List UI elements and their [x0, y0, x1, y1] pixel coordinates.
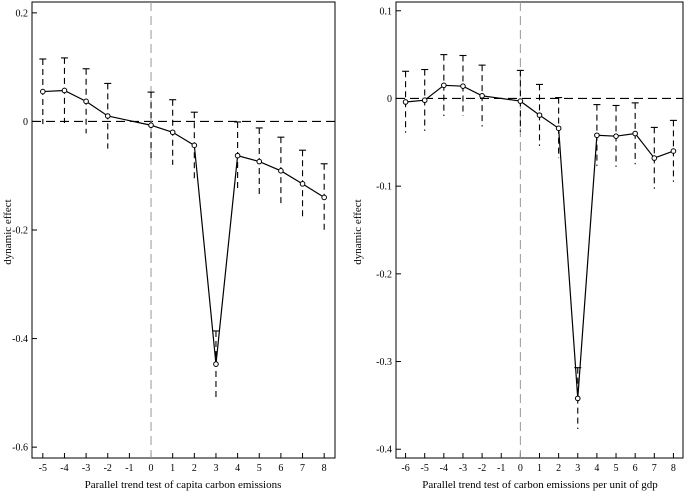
left-data-point — [278, 168, 284, 174]
left-data-point — [256, 158, 263, 165]
right-plot-frame — [395, 1, 684, 459]
left-y-tick-label: -0.4 — [12, 334, 28, 345]
left-x-tick-label: 5 — [257, 463, 262, 474]
left-data-point — [321, 194, 327, 201]
left-y-axis: 0.2 0 -0.2 -0.4 -0.6 — [12, 8, 37, 454]
left-x-tick-label: 2 — [192, 463, 197, 474]
right-x-tick-label: -2 — [478, 463, 486, 474]
left-data-point — [104, 113, 111, 119]
right-data-point — [536, 112, 543, 118]
right-data-point — [574, 395, 581, 402]
left-series-line — [42, 89, 325, 365]
left-x-tick-label: 7 — [300, 463, 305, 474]
right-y-tick-label: -0.3 — [376, 357, 392, 368]
right-data-point — [402, 99, 409, 105]
right-confidence-intervals — [402, 54, 677, 430]
right-x-tick-label: 8 — [671, 463, 676, 474]
right-x-tick-label: -3 — [459, 463, 467, 474]
left-x-tick-label: -5 — [39, 463, 47, 474]
right-x-axis: -6 -5 -4 -3 -2 -1 0 1 2 3 4 5 6 7 8 — [401, 453, 676, 474]
left-data-point — [61, 87, 68, 94]
right-data-point — [460, 83, 466, 89]
left-reference-lines — [32, 2, 335, 458]
left-data-point — [40, 88, 46, 95]
left-data-point — [234, 152, 241, 159]
left-y-tick-label: -0.2 — [12, 226, 28, 237]
right-data-points — [402, 82, 677, 402]
left-x-tick-label: 0 — [149, 463, 154, 474]
right-x-axis-title: Parallel trend test of carbon emissions … — [422, 479, 658, 491]
right-series-line — [405, 84, 674, 399]
right-x-tick-label: 1 — [537, 463, 542, 474]
left-plot-frame — [31, 1, 336, 459]
right-x-tick-label: -5 — [421, 463, 429, 474]
left-x-axis-title: Parallel trend test of capita carbon emi… — [85, 479, 282, 491]
right-series-polyline — [405, 84, 674, 399]
right-y-tick-label: 0.1 — [380, 6, 393, 17]
right-data-point — [632, 130, 638, 137]
left-x-tick-label: -4 — [60, 463, 68, 474]
right-x-tick-label: -1 — [497, 463, 505, 474]
right-data-point — [651, 155, 658, 161]
right-data-point — [421, 97, 428, 104]
right-data-point — [670, 148, 677, 154]
right-x-tick-label: 4 — [594, 463, 599, 474]
right-reference-lines — [396, 2, 683, 458]
left-chart-panel: 0.2 0 -0.2 -0.4 -0.6 -5 -4 -3 -2 -1 0 1 2 3 4 5 6 7 8 dyn… — [2, 1, 336, 491]
right-chart-panel: 0.1 0 -0.1 -0.2 -0.3 -0.4 -6 -5 -4 -3 -2 -1 0 1 2 3 4 5 6… — [352, 1, 684, 491]
right-y-tick-label: -0.4 — [376, 445, 392, 456]
left-x-tick-label: -3 — [82, 463, 90, 474]
left-y-tick-label: -0.6 — [12, 443, 28, 454]
right-x-tick-label: 5 — [614, 463, 619, 474]
right-data-point — [555, 125, 562, 132]
left-x-tick-label: 8 — [322, 463, 327, 474]
left-x-tick-label: 3 — [213, 463, 218, 474]
left-confidence-intervals — [39, 57, 328, 398]
right-x-tick-label: -4 — [440, 463, 448, 474]
right-x-tick-label: -6 — [401, 463, 409, 474]
left-data-point — [169, 129, 176, 136]
right-x-tick-label: 7 — [652, 463, 657, 474]
left-data-point — [213, 361, 219, 367]
right-data-point — [479, 93, 485, 99]
right-data-point — [613, 133, 619, 139]
left-x-axis: -5 -4 -3 -2 -1 0 1 2 3 4 5 6 7 8 — [39, 453, 327, 474]
right-x-tick-label: 2 — [556, 463, 561, 474]
right-data-point — [594, 132, 600, 139]
right-data-point — [517, 98, 524, 104]
left-x-tick-label: 1 — [170, 463, 175, 474]
left-x-tick-label: -2 — [104, 463, 112, 474]
right-y-axis-title: dynamic effect — [352, 199, 364, 264]
left-x-tick-label: 6 — [278, 463, 283, 474]
left-data-point — [191, 142, 198, 149]
left-data-point — [148, 122, 154, 129]
right-x-tick-label: 6 — [633, 463, 638, 474]
left-y-tick-label: 0 — [23, 117, 28, 128]
left-x-tick-label: 4 — [235, 463, 240, 474]
right-data-point — [441, 82, 447, 89]
left-series-polyline — [42, 89, 325, 365]
right-y-tick-label: -0.2 — [376, 269, 392, 280]
left-data-point — [299, 181, 306, 187]
left-data-point — [83, 98, 89, 105]
left-data-points — [40, 87, 327, 367]
right-y-tick-label: 0 — [387, 94, 392, 105]
left-y-axis-title: dynamic effect — [2, 199, 14, 264]
left-y-tick-label: 0.2 — [16, 8, 29, 19]
right-x-tick-label: 0 — [518, 463, 523, 474]
right-y-tick-label: -0.1 — [376, 182, 392, 193]
right-x-tick-label: 3 — [575, 463, 580, 474]
left-x-tick-label: -1 — [125, 463, 133, 474]
right-y-axis: 0.1 0 -0.1 -0.2 -0.3 -0.4 — [376, 6, 401, 456]
